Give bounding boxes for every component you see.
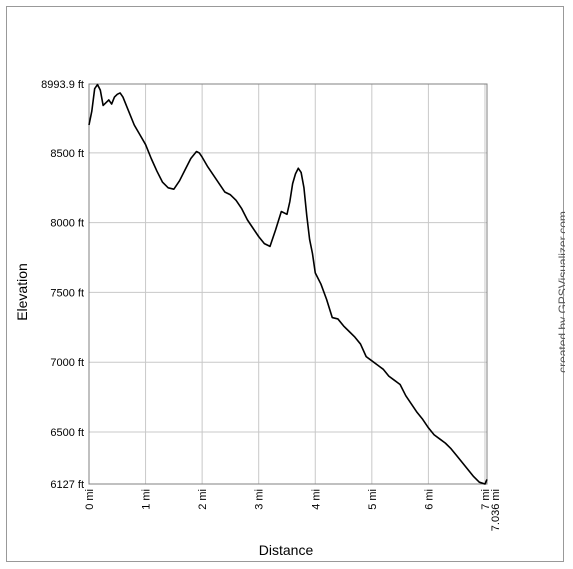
x-axis-title: Distance — [259, 542, 314, 558]
x-tick-label: 2 mi — [197, 489, 209, 510]
x-tick-label: 1 mi — [141, 489, 153, 510]
x-tick-label: 0 mi — [84, 489, 96, 510]
y-tick-label: 7000 ft — [50, 357, 84, 369]
y-axis-ticks: 6127 ft 6500 ft 7000 ft 7500 ft 8000 ft 8500 … — [41, 79, 84, 491]
x-tick-label: 4 mi — [310, 489, 322, 510]
credit-text: created by GPSVisualizer.com — [556, 211, 565, 373]
x-axis-ticks: 0 mi 1 mi 2 mi 3 mi 4 mi 5 mi 6 mi 7 mi7.036 mi — [84, 489, 502, 531]
y-axis-title: Elevation — [14, 263, 30, 321]
x-tick-label: 5 mi — [367, 489, 379, 510]
x-tick-label: 7.036 mi — [490, 489, 502, 531]
y-tick-label: 8500 ft — [50, 148, 84, 160]
grid — [88, 83, 487, 485]
y-tick-label: 6127 ft — [50, 479, 84, 491]
x-tick-label: 6 mi — [423, 489, 435, 510]
y-tick-label: 7500 ft — [50, 287, 84, 299]
elevation-line — [88, 83, 488, 485]
x-tick-label: 3 mi — [254, 489, 266, 510]
y-tick-label: 8000 ft — [50, 218, 84, 230]
chart-frame: 6127 ft 6500 ft 7000 ft 7500 ft 8000 ft 8500 … — [6, 6, 565, 562]
elevation-chart: 6127 ft 6500 ft 7000 ft 7500 ft 8000 ft 8500 … — [14, 79, 565, 558]
plot-area-border — [88, 83, 488, 485]
x-tick-label: 7 mi — [480, 489, 492, 510]
y-tick-label: 8993.9 ft — [41, 79, 84, 91]
y-tick-label: 6500 ft — [50, 427, 84, 439]
